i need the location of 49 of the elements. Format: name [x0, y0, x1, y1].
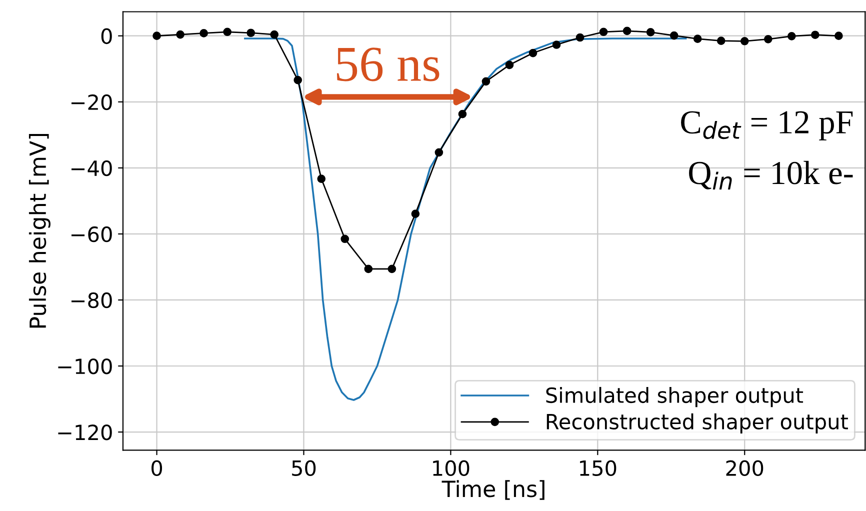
- point: [434, 148, 444, 157]
- point: [152, 32, 161, 40]
- point: [411, 210, 420, 218]
- point: [176, 30, 184, 39]
- x-tick-label: 0: [152, 460, 162, 476]
- point: [364, 264, 373, 274]
- y-tick-label: −60: [71, 226, 112, 242]
- point: [764, 34, 772, 44]
- legend-label: Simulated shaper output: [546, 386, 804, 408]
- annotation: 56 ns: [336, 48, 440, 82]
- y-tick-label: −20: [71, 94, 112, 110]
- x-tick-label: 50: [292, 460, 316, 476]
- point: [716, 36, 726, 45]
- y-axis-title: Pulse height [mV]: [28, 134, 50, 328]
- point: [811, 30, 820, 40]
- point: [246, 28, 255, 38]
- point: [505, 60, 514, 70]
- point: [458, 110, 467, 118]
- point: [528, 48, 538, 58]
- point: [740, 36, 749, 46]
- point: [670, 31, 678, 40]
- point: [388, 264, 396, 274]
- x-tick-label: 150: [580, 460, 616, 476]
- y-tick-label: −40: [71, 160, 112, 176]
- legend-label: Reconstructed shaper output: [546, 413, 848, 434]
- point: [576, 33, 584, 42]
- y-tick-label: −100: [58, 358, 112, 374]
- point: [317, 174, 326, 183]
- y-tick-label: −120: [58, 424, 112, 440]
- point: [340, 234, 350, 244]
- x-tick-label: 100: [433, 460, 470, 476]
- point: [693, 34, 702, 43]
- annotation: C$_{det}$ = 12 pF: [681, 111, 853, 140]
- point: [787, 32, 796, 40]
- point: [622, 26, 632, 36]
- point: [223, 28, 232, 36]
- point: [270, 30, 279, 39]
- point: [552, 40, 561, 49]
- annotation: Q$_{in}$ = 10k e-: [689, 160, 853, 190]
- x-tick-label: 200: [726, 460, 764, 476]
- point: [482, 77, 490, 86]
- point: [834, 32, 843, 40]
- y-tick-label: 0: [101, 28, 112, 44]
- point: [294, 76, 302, 84]
- point: [646, 28, 655, 36]
- point: [599, 28, 608, 36]
- x-axis-title: Time [ns]: [442, 480, 544, 500]
- y-tick-label: −80: [71, 292, 112, 308]
- point: [200, 29, 208, 38]
